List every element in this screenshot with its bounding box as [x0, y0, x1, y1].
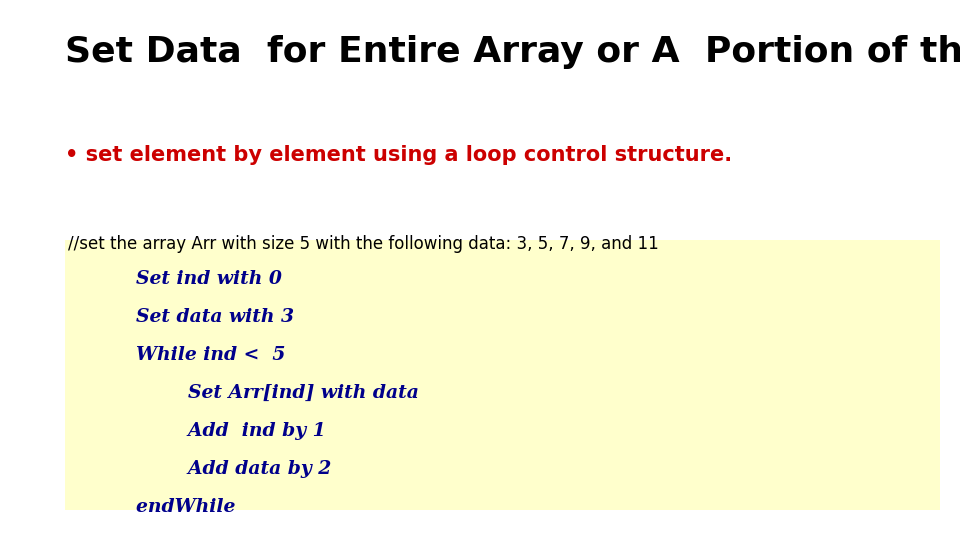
Text: While ind <  5: While ind < 5 [110, 346, 285, 364]
Text: Add  ind by 1: Add ind by 1 [110, 422, 325, 440]
FancyBboxPatch shape [65, 240, 940, 510]
Text: Set Data  for Entire Array or A  Portion of the Array: Set Data for Entire Array or A Portion o… [65, 35, 960, 69]
Text: Set ind with 0: Set ind with 0 [110, 270, 282, 288]
Text: //set the array Arr with size 5 with the following data: 3, 5, 7, 9, and 11: //set the array Arr with size 5 with the… [68, 235, 659, 253]
Text: • set element by element using a loop control structure.: • set element by element using a loop co… [65, 145, 732, 165]
Text: endWhile: endWhile [110, 498, 235, 516]
Text: Set data with 3: Set data with 3 [110, 308, 294, 326]
Text: Set Arr[ind] with data: Set Arr[ind] with data [110, 384, 419, 402]
Text: Add data by 2: Add data by 2 [110, 460, 331, 478]
